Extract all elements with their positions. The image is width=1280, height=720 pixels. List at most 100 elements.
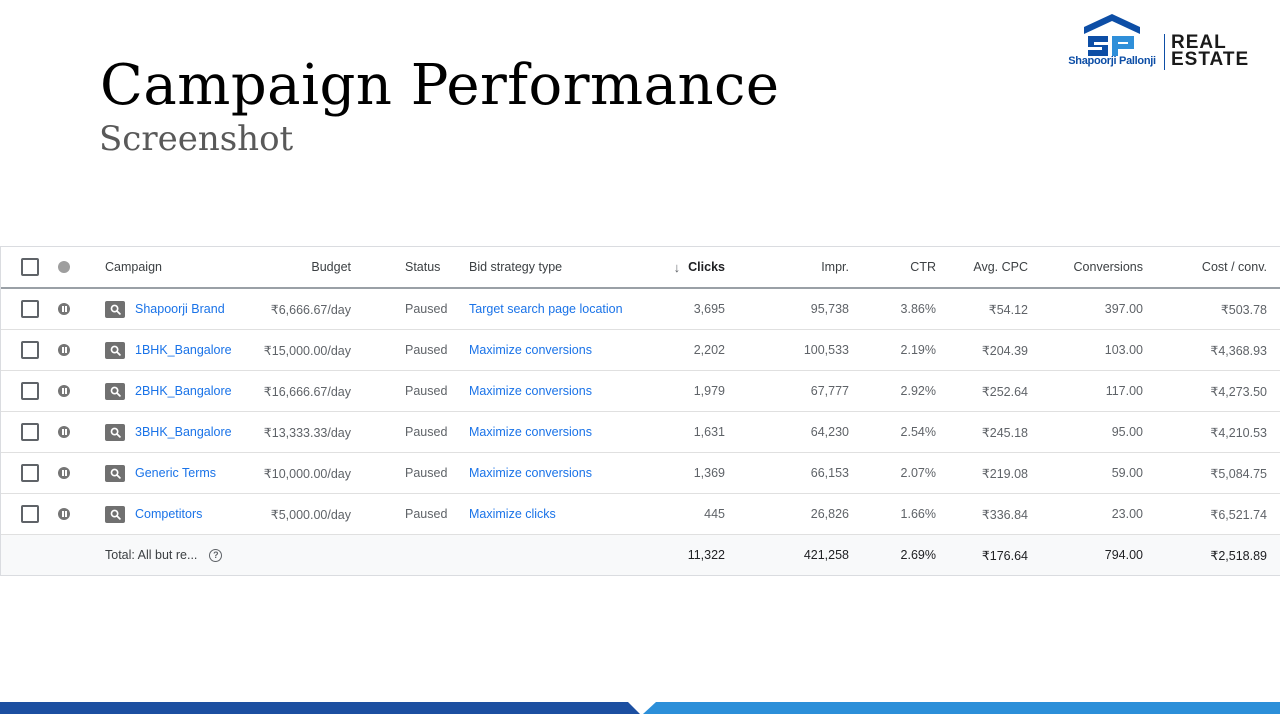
row-bid-strategy-link[interactable]: Maximize conversions: [469, 425, 592, 439]
help-icon[interactable]: ?: [209, 548, 223, 562]
row-avg-cpc: ₹54.12: [988, 302, 1028, 317]
row-budget: ₹16,666.67/day: [263, 384, 351, 399]
header-avg-cpc[interactable]: Avg. CPC: [973, 260, 1028, 274]
row-clicks: 2,202: [693, 343, 725, 357]
row-avg-cpc: ₹252.64: [981, 384, 1028, 399]
row-cost-per-conversion: ₹4,210.53: [1210, 425, 1267, 440]
header-conversions[interactable]: Conversions: [1073, 260, 1143, 274]
row-avg-cpc: ₹219.08: [981, 466, 1028, 481]
company-logo: Shapoorji Pallonji REAL ESTATE: [1062, 14, 1270, 74]
logo-company-name: Shapoorji Pallonji: [1068, 55, 1156, 67]
campaign-name-link[interactable]: Generic Terms: [135, 466, 217, 480]
campaign-name-link[interactable]: Competitors: [135, 507, 203, 521]
row-status: Paused: [405, 507, 448, 521]
sp-logo-mark-icon: [1084, 14, 1140, 56]
header-ctr[interactable]: CTR: [910, 260, 936, 274]
total-ctr: 2.69%: [900, 548, 936, 562]
table-row: Shapoorji Brand ₹6,666.67/day Paused Target…: [1, 289, 1280, 330]
row-budget: ₹13,333.33/day: [263, 425, 351, 440]
row-checkbox[interactable]: [21, 505, 39, 523]
total-avg-cpc: ₹176.64: [981, 548, 1028, 563]
row-impressions: 64,230: [810, 425, 849, 439]
search-campaign-icon: [105, 300, 125, 318]
table-row: Generic Terms ₹10,000.00/day Paused Maximiz…: [1, 453, 1280, 494]
row-ctr: 2.54%: [900, 425, 936, 439]
header-campaign[interactable]: Campaign: [105, 260, 162, 274]
row-status: Paused: [405, 384, 448, 398]
row-ctr: 1.66%: [900, 507, 936, 521]
row-impressions: 26,826: [810, 507, 849, 521]
row-conversions: 59.00: [1111, 466, 1143, 480]
total-label: Total: All but re...: [105, 548, 198, 562]
row-checkbox[interactable]: [21, 464, 39, 482]
row-ctr: 2.19%: [900, 343, 936, 357]
header-status[interactable]: Status: [405, 260, 441, 274]
header-cost-per-conversion[interactable]: Cost / conv.: [1201, 260, 1267, 274]
table-header-row: Campaign Budget Status Bid strategy type…: [1, 247, 1280, 289]
table-row: Competitors ₹5,000.00/day Paused Maximize c…: [1, 494, 1280, 535]
logo-division-line2: ESTATE: [1171, 49, 1250, 70]
row-bid-strategy-link[interactable]: Maximize conversions: [469, 384, 592, 398]
pause-icon[interactable]: [58, 467, 70, 479]
total-cost-per-conversion: ₹2,518.89: [1210, 548, 1267, 563]
pause-icon[interactable]: [58, 303, 70, 315]
row-clicks: 1,369: [693, 466, 725, 480]
row-budget: ₹5,000.00/day: [270, 507, 351, 522]
campaign-name-link[interactable]: 1BHK_Bangalore: [135, 343, 232, 357]
status-column-icon: [58, 261, 70, 273]
table-total-row: Total: All but re... ? 11,322 421,258 2.…: [1, 535, 1280, 575]
header-impressions[interactable]: Impr.: [821, 260, 849, 274]
row-status: Paused: [405, 343, 448, 357]
row-conversions: 117.00: [1105, 384, 1143, 398]
campaign-name-link[interactable]: Shapoorji Brand: [135, 302, 225, 316]
row-conversions: 23.00: [1111, 507, 1143, 521]
row-cost-per-conversion: ₹4,273.50: [1210, 384, 1267, 399]
select-all-checkbox[interactable]: [21, 258, 39, 276]
campaign-table: Campaign Budget Status Bid strategy type…: [0, 246, 1280, 576]
header-clicks[interactable]: ↓ Clicks: [641, 247, 725, 287]
campaign-name-link[interactable]: 3BHK_Bangalore: [135, 425, 232, 439]
row-bid-strategy-link[interactable]: Maximize conversions: [469, 343, 592, 357]
total-clicks: 11,322: [687, 548, 725, 562]
row-budget: ₹6,666.67/day: [270, 302, 351, 317]
row-ctr: 3.86%: [900, 302, 936, 316]
table-row: 1BHK_Bangalore ₹15,000.00/day Paused Maximi…: [1, 330, 1280, 371]
search-campaign-icon: [105, 382, 125, 400]
row-cost-per-conversion: ₹503.78: [1220, 302, 1267, 317]
logo-division-line1: REAL: [1171, 32, 1227, 53]
row-checkbox[interactable]: [21, 341, 39, 359]
footer-stripe-dark: [0, 702, 640, 714]
row-checkbox[interactable]: [21, 300, 39, 318]
pause-icon[interactable]: [58, 344, 70, 356]
row-checkbox[interactable]: [21, 423, 39, 441]
row-avg-cpc: ₹245.18: [981, 425, 1028, 440]
row-ctr: 2.92%: [900, 384, 936, 398]
row-status: Paused: [405, 302, 448, 316]
row-bid-strategy-link[interactable]: Maximize clicks: [469, 507, 556, 521]
pause-icon[interactable]: [58, 385, 70, 397]
header-bid-strategy[interactable]: Bid strategy type: [469, 260, 563, 274]
logo-division: REAL ESTATE: [1171, 32, 1250, 70]
total-conversions: 794.00: [1104, 548, 1143, 562]
row-bid-strategy-link[interactable]: Target search page location: [469, 302, 623, 316]
row-conversions: 397.00: [1104, 302, 1143, 316]
row-clicks: 1,979: [693, 384, 725, 398]
row-bid-strategy-link[interactable]: Maximize conversions: [469, 466, 592, 480]
row-avg-cpc: ₹336.84: [981, 507, 1028, 522]
header-clicks-label: Clicks: [688, 260, 725, 274]
row-avg-cpc: ₹204.39: [981, 343, 1028, 358]
row-clicks: 1,631: [693, 425, 725, 439]
header-budget[interactable]: Budget: [311, 260, 351, 274]
row-conversions: 95.00: [1111, 425, 1143, 439]
search-campaign-icon: [105, 464, 125, 482]
row-impressions: 95,738: [810, 302, 849, 316]
row-checkbox[interactable]: [21, 382, 39, 400]
row-impressions: 67,777: [810, 384, 849, 398]
slide-title: Campaign Performance: [100, 53, 780, 118]
pause-icon[interactable]: [58, 508, 70, 520]
table-row: 2BHK_Bangalore ₹16,666.67/day Paused Maximi…: [1, 371, 1280, 412]
search-campaign-icon: [105, 505, 125, 523]
logo-separator: [1164, 34, 1165, 70]
campaign-name-link[interactable]: 2BHK_Bangalore: [135, 384, 232, 398]
pause-icon[interactable]: [58, 426, 70, 438]
